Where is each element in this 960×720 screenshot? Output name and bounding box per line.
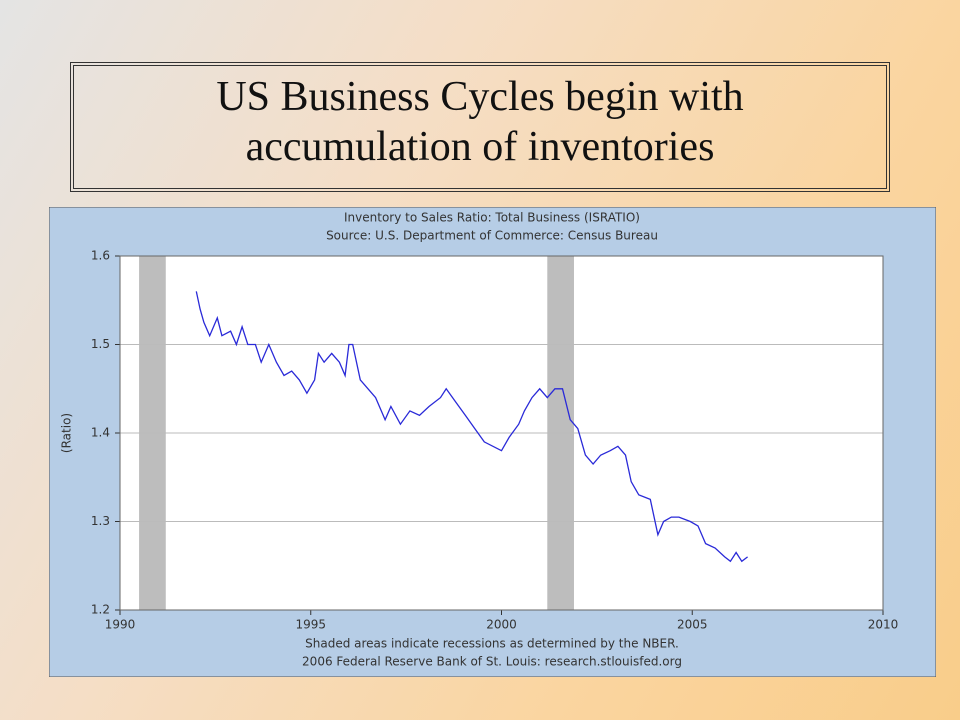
title-line: US Business Cycles begin with (216, 74, 744, 120)
y-tick-label: 1.2 (91, 603, 110, 617)
note: 2006 Federal Reserve Bank of St. Louis: … (302, 655, 682, 669)
y-tick-label: 1.6 (91, 249, 110, 263)
x-tick-label: 2000 (486, 618, 517, 632)
note: Shaded areas indicate recessions as dete… (305, 637, 679, 651)
x-tick-label: 1990 (105, 618, 136, 632)
y-tick-label: 1.4 (91, 426, 110, 440)
y-tick-label: 1.5 (91, 337, 110, 351)
y-tick-label: 1.3 (91, 514, 110, 528)
title-line: accumulation of inventories (245, 124, 715, 170)
chart: Inventory to Sales Ratio: Total Business… (49, 207, 936, 677)
plot-border (119, 255, 884, 611)
x-tick-label: 2005 (677, 618, 708, 632)
chart-title: Inventory to Sales Ratio: Total Business… (344, 211, 640, 225)
x-tick-label: 1995 (295, 618, 326, 632)
x-tick-label: 2010 (868, 618, 899, 632)
data-line (195, 291, 748, 563)
y-axis-label: (Ratio) (60, 413, 74, 453)
chart-subtitle: Source: U.S. Department of Commerce: Cen… (326, 229, 658, 243)
slide-title: US Business Cycles begin with accumulati… (70, 62, 890, 192)
